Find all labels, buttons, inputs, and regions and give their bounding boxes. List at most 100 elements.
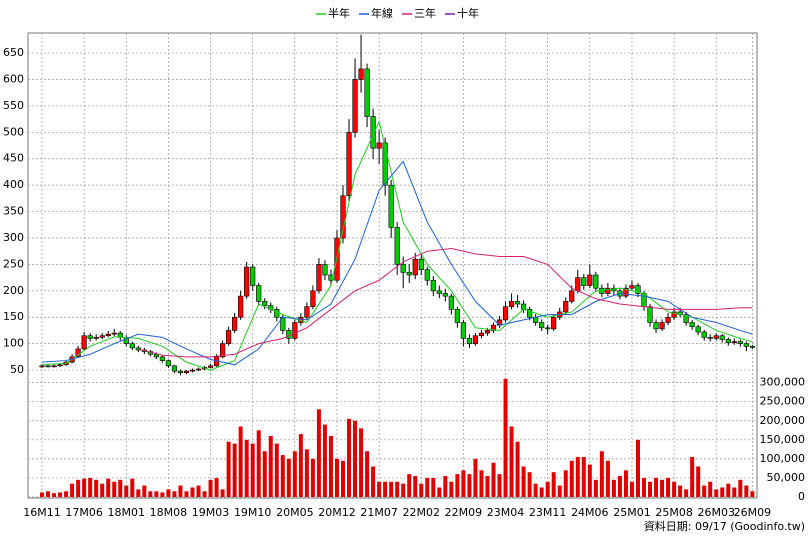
volume-bar <box>124 485 129 497</box>
volume-bar <box>280 455 285 497</box>
candle-body <box>364 68 370 117</box>
candle-body <box>45 365 51 368</box>
x-tick-label: 22M02 <box>403 506 441 519</box>
volume-bar <box>40 492 44 497</box>
candle-body <box>478 332 485 337</box>
candle-body <box>238 295 244 318</box>
volume-bar <box>437 487 442 497</box>
y2-tick-label: 0 <box>798 490 805 503</box>
candle-body <box>520 303 527 310</box>
candle-body <box>490 324 497 331</box>
candle-body <box>400 264 406 273</box>
volume-bar <box>461 470 466 497</box>
candle-body <box>165 360 172 367</box>
candle-body <box>370 116 376 149</box>
volume-bar <box>166 489 171 497</box>
volume-bar <box>617 476 622 497</box>
y-tick-label: 400 <box>3 178 24 191</box>
candle-body <box>635 285 641 294</box>
volume-bar <box>238 426 243 497</box>
candle-body <box>129 343 135 349</box>
candle-body <box>346 132 352 197</box>
candle-body <box>316 264 322 292</box>
volume-bar <box>154 491 159 497</box>
legend-label: 三年 <box>414 6 436 20</box>
volume-bar <box>413 476 418 497</box>
volume-bar <box>521 466 526 497</box>
y-tick-label: 50 <box>10 363 24 376</box>
volume-bar <box>100 483 105 497</box>
candle-body <box>412 258 418 276</box>
candle-body <box>460 322 467 339</box>
volume-bar <box>347 418 352 497</box>
volume-bar <box>46 491 51 497</box>
candle-body <box>484 330 491 334</box>
volume-bar <box>334 458 339 497</box>
candle-body <box>514 301 521 305</box>
candle-body <box>430 279 436 292</box>
candle-body <box>737 341 743 344</box>
candle-body <box>177 370 184 374</box>
candle-body <box>695 326 701 333</box>
volume-bar <box>684 489 689 497</box>
volume-bar <box>581 456 586 497</box>
volume-bar <box>557 485 562 497</box>
candle-body <box>581 277 587 286</box>
volume-bar <box>485 476 490 497</box>
volume-bar <box>666 477 671 497</box>
volume-bar <box>250 443 255 497</box>
volume-bar <box>575 456 580 497</box>
volume-bar <box>304 449 309 497</box>
candle-body <box>304 306 310 318</box>
candle-body <box>713 335 719 339</box>
volume-bar <box>491 462 496 497</box>
x-tick-label: 18M01 <box>108 506 146 519</box>
y-tick-label: 600 <box>3 72 24 85</box>
candle-body <box>57 364 63 367</box>
candle-body <box>653 322 659 330</box>
volume-bar <box>178 485 183 497</box>
volume-bar <box>678 485 683 497</box>
volume-bar <box>214 477 219 497</box>
volume-bar <box>401 483 406 497</box>
candle-body <box>719 335 725 340</box>
candle-body <box>587 274 593 286</box>
volume-bar <box>648 481 653 497</box>
ma-line <box>41 120 753 371</box>
candle-body <box>623 287 629 297</box>
candle-body <box>539 322 545 329</box>
ma-line <box>41 160 753 366</box>
candle-body <box>701 331 707 338</box>
candle-body <box>99 335 105 338</box>
candle-body <box>51 365 57 368</box>
volume-bar <box>545 481 550 497</box>
volume-bar <box>202 491 207 497</box>
volume-bar <box>64 491 69 497</box>
volume-bar <box>359 428 364 497</box>
y-tick-label: 650 <box>3 46 24 59</box>
y-tick-label: 250 <box>3 257 24 270</box>
volume-bar <box>515 441 520 497</box>
volume-bar <box>443 476 448 497</box>
volume-bar <box>148 491 153 497</box>
candle-body <box>605 287 611 294</box>
y-tick-label: 350 <box>3 205 24 218</box>
volume-bar <box>130 478 135 497</box>
volume-bar <box>425 477 430 497</box>
candle-body <box>502 306 509 321</box>
legend-label: 十年 <box>457 6 479 20</box>
y-tick-label: 550 <box>3 99 24 112</box>
volume-bar <box>611 479 616 497</box>
volume-bar <box>569 460 574 497</box>
plot-area <box>27 32 758 499</box>
volume-bar <box>232 443 237 497</box>
candle-body <box>725 339 731 343</box>
y-tick-label: 450 <box>3 152 24 165</box>
volume-bar <box>527 472 532 497</box>
x-tick-label: 26M03 <box>697 506 735 519</box>
candle-body <box>244 266 250 297</box>
volume-bar <box>431 477 436 497</box>
candle-body <box>659 322 665 330</box>
volume-bar <box>341 460 345 497</box>
volume-bar <box>605 460 610 497</box>
